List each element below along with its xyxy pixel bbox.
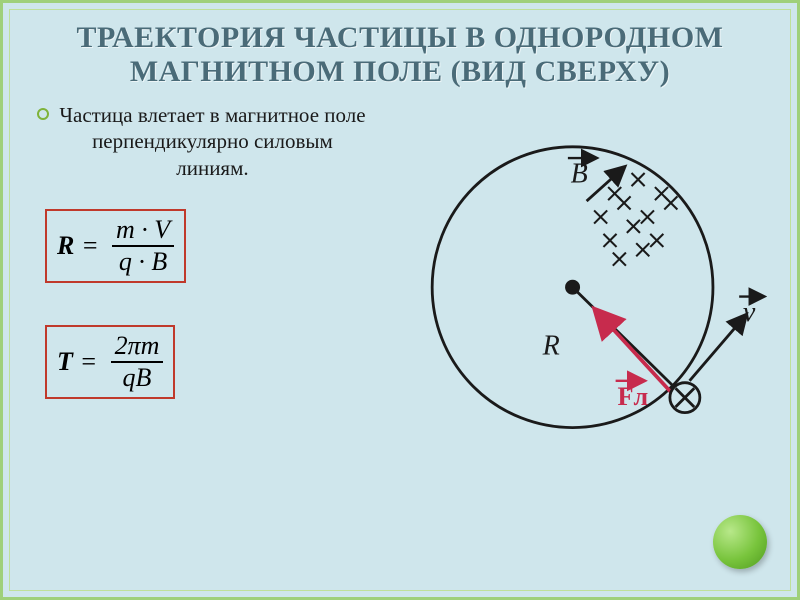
formula-r-den: q · B — [112, 245, 174, 275]
b-vector-label: B — [571, 159, 588, 190]
trajectory-diagram: R B v Fл — [376, 100, 769, 474]
bullet-item: Частица влетает в магнитное поле перпенд… — [37, 102, 366, 181]
formula-t-lhs: T — [57, 347, 73, 376]
slide-title: ТРАЕКТОРИЯ ЧАСТИЦЫ В ОДНОРОДНОМ МАГНИТНО… — [31, 21, 769, 88]
f-vector-label: Fл — [617, 382, 648, 411]
slide-frame: ТРАЕКТОРИЯ ЧАСТИЦЫ В ОДНОРОДНОМ МАГНИТНО… — [0, 0, 800, 600]
field-crosses — [594, 173, 677, 266]
formula-r-num: m · V — [112, 217, 174, 245]
formula-t-num: 2πm — [111, 333, 164, 361]
radius-line — [572, 287, 677, 390]
content-row: Частица влетает в магнитное поле перпенд… — [31, 100, 769, 474]
bullet-text: Частица влетает в магнитное поле перпенд… — [59, 102, 366, 181]
radius-label: R — [541, 331, 559, 362]
formula-radius: R = m · V q · B — [45, 209, 186, 283]
v-vector-label: v — [743, 297, 756, 328]
bullet-marker-icon — [37, 108, 49, 120]
tail-cross-icon — [670, 383, 700, 413]
right-column: R B v Fл — [376, 100, 769, 474]
left-column: Частица влетает в магнитное поле перпенд… — [31, 100, 366, 474]
decoration-ball-icon — [713, 515, 767, 569]
formula-period: T = 2πm qB — [45, 325, 175, 399]
formula-t-den: qB — [111, 361, 164, 391]
formula-r-lhs: R — [57, 231, 74, 260]
